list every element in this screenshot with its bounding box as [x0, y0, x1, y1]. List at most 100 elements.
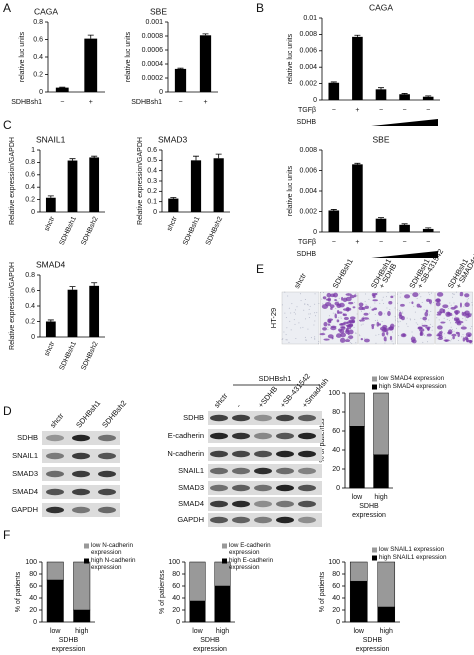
cell [455, 310, 459, 316]
y-tick-label: 0.6 [25, 287, 35, 294]
blot-band [254, 484, 272, 492]
pore [300, 300, 302, 302]
pore [410, 319, 412, 321]
cell [459, 302, 462, 308]
pore [351, 342, 353, 344]
blot-band [210, 500, 228, 508]
cell [364, 305, 369, 309]
pore [382, 303, 384, 305]
legend-label-box: low N-cadherin expression [91, 542, 133, 556]
blot-column-label: SDHBsh1 [74, 399, 102, 430]
pore [314, 312, 316, 314]
blot-band [276, 414, 294, 422]
bar-segment [73, 609, 91, 623]
pore [452, 314, 454, 316]
y-tick-label: 0.001 [145, 19, 163, 26]
cell [388, 301, 393, 305]
chart-title: CAGA [34, 6, 58, 16]
y-axis-label: Relative expression/GAPDH [9, 262, 16, 350]
y-tick-label: 40 [172, 595, 180, 602]
y-tick-label: 0.3 [147, 178, 157, 185]
pore [427, 341, 429, 343]
cell [411, 301, 414, 305]
bar [45, 197, 56, 212]
blot-band [298, 450, 316, 458]
pore [418, 293, 420, 295]
pore [289, 320, 291, 322]
chart-title: SNAIL1 [36, 134, 66, 144]
cell [439, 330, 443, 334]
legend-label-box: high SMAD4 expression [379, 383, 447, 390]
bar-segment [73, 561, 91, 611]
pore [421, 323, 423, 325]
y-tick-label: 0.6 [147, 147, 157, 154]
cell [363, 312, 369, 316]
y-axis-label: % of patients [319, 571, 326, 612]
pore [450, 304, 452, 306]
cell [426, 333, 432, 337]
pore [321, 298, 323, 300]
pore [364, 337, 366, 339]
panel-letter: A [3, 1, 11, 15]
cell [354, 294, 357, 298]
cell [348, 320, 355, 324]
cell [349, 294, 355, 299]
bar-segment [373, 454, 389, 489]
bar [422, 96, 434, 100]
pore [469, 328, 471, 330]
cell [358, 319, 365, 322]
pore [454, 315, 456, 317]
y-tick-label: 1 [31, 147, 35, 154]
pore [340, 316, 342, 318]
y-axis-label: % of patientss [319, 418, 326, 462]
error-bar [354, 162, 361, 165]
pore [327, 322, 329, 324]
cell [383, 336, 387, 342]
panel-letter: D [3, 404, 12, 418]
pore [285, 339, 287, 341]
cell [343, 321, 349, 325]
bar-segment [349, 392, 365, 427]
pore [308, 313, 310, 315]
chart-title: SMAD4 [36, 259, 66, 269]
pore [295, 338, 297, 340]
pore [381, 321, 383, 323]
y-tick-label: 0.4 [33, 54, 43, 61]
y-axis-label: % of patientss [159, 570, 166, 614]
cell [371, 325, 374, 330]
y-tick-label: 40 [332, 595, 340, 602]
pore [466, 301, 468, 303]
pore [393, 295, 395, 297]
blot-band [232, 484, 250, 492]
pore [310, 337, 312, 339]
blot-band [210, 516, 228, 524]
x-axis-label: expression [193, 646, 227, 653]
pore [314, 303, 316, 305]
bar-segment [349, 426, 365, 489]
pore [349, 342, 351, 344]
blot-band [276, 432, 294, 440]
cell [436, 292, 444, 297]
blot-band [98, 434, 116, 442]
pore [457, 340, 459, 342]
pore [422, 341, 424, 343]
cell [443, 309, 446, 314]
pore [360, 324, 362, 326]
pore [392, 343, 394, 345]
cell [321, 304, 329, 309]
cell [338, 328, 343, 332]
y-tick-label: 80 [332, 409, 340, 416]
pore [446, 318, 448, 320]
legend-label-box: high SNAIL1 expression [379, 554, 447, 561]
cell [416, 303, 421, 308]
bar [45, 321, 56, 337]
pore [285, 316, 287, 318]
pore [396, 309, 398, 311]
bar [89, 285, 100, 337]
y-tick-label: 0.0008 [142, 33, 164, 40]
pore [414, 318, 416, 320]
bar-segment [377, 606, 396, 623]
blot-strip [208, 411, 322, 425]
y-tick-label: 80 [29, 571, 37, 578]
pore [302, 326, 304, 328]
